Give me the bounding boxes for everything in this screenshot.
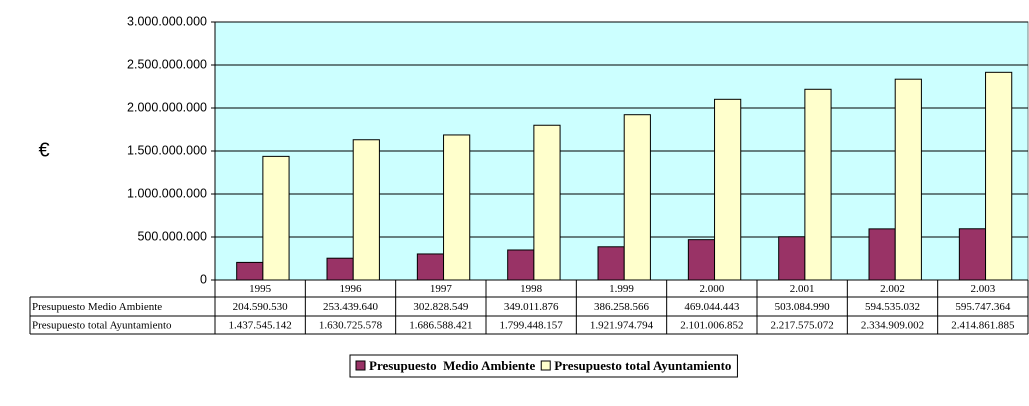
y-tick-label: 2.000.000.000 <box>127 100 207 114</box>
bar <box>443 134 471 281</box>
bar <box>416 253 445 281</box>
x-tick-label: 1997 <box>430 283 453 295</box>
table-cell: 1.686.588.421 <box>409 320 472 332</box>
table-row-label: Presupuesto Medio Ambiente <box>32 301 162 313</box>
x-tick-label: 1995 <box>249 283 272 295</box>
table-cell: 594.535.032 <box>865 301 920 313</box>
legend-label: Presupuesto Medio Ambiente <box>369 358 535 373</box>
table-cell: 302.828.549 <box>413 301 469 313</box>
x-tick-label: 1998 <box>520 283 543 295</box>
table-cell: 386.258.566 <box>594 301 650 313</box>
table-cell: 2.334.909.002 <box>861 320 924 332</box>
y-tick-label: 500.000.000 <box>137 229 207 243</box>
bar <box>597 246 625 281</box>
x-tick-label: 1.999 <box>609 283 634 295</box>
bar <box>687 239 716 281</box>
table-cell: 1.630.725.578 <box>319 320 383 332</box>
bar <box>326 257 354 281</box>
y-axis-label: € <box>38 139 49 161</box>
x-tick-label: 2.003 <box>970 283 995 295</box>
table-cell: 2.217.575.072 <box>771 320 834 332</box>
table-cell: 1.799.448.157 <box>500 320 564 332</box>
table-row-label: Presupuesto total Ayuntamiento <box>32 320 172 332</box>
table-cell: 1.437.545.142 <box>229 320 292 332</box>
x-tick-label: 2.002 <box>880 283 905 295</box>
bar <box>985 71 1013 281</box>
y-tick-label: 0 <box>200 272 207 286</box>
x-tick-label: 2.000 <box>699 283 724 295</box>
y-tick-label: 2.500.000.000 <box>127 57 207 71</box>
table-cell: 1.921.974.794 <box>590 320 654 332</box>
legend-label: Presupuesto total Ayuntamiento <box>554 358 731 373</box>
table-cell: 253.439.640 <box>323 301 379 313</box>
y-tick-label: 1.500.000.000 <box>127 143 207 157</box>
table-cell: 503.084.990 <box>775 301 831 313</box>
bar <box>533 124 561 281</box>
bar <box>958 228 987 281</box>
bar <box>714 98 742 281</box>
x-tick-label: 1996 <box>340 283 363 295</box>
bar <box>236 261 264 281</box>
bar <box>804 88 832 281</box>
table-cell: 2.414.861.885 <box>951 320 1015 332</box>
bar <box>868 228 896 281</box>
bar <box>894 78 922 281</box>
bar <box>262 155 290 281</box>
legend-swatch <box>540 360 551 371</box>
bar <box>778 236 806 281</box>
x-tick-label: 2.001 <box>790 283 815 295</box>
table-cell: 2.101.006.852 <box>680 320 743 332</box>
table-cell: 469.044.443 <box>684 301 740 313</box>
bar <box>623 114 651 281</box>
legend-swatch <box>355 360 366 371</box>
y-tick-label: 1.000.000.000 <box>127 186 207 200</box>
table-cell: 595.747.364 <box>955 301 1011 313</box>
bar <box>507 249 535 281</box>
bar <box>352 139 380 281</box>
table-cell: 349.011.876 <box>504 301 559 313</box>
y-tick-label: 3.000.000.000 <box>127 14 207 28</box>
table-cell: 204.590.530 <box>233 301 289 313</box>
